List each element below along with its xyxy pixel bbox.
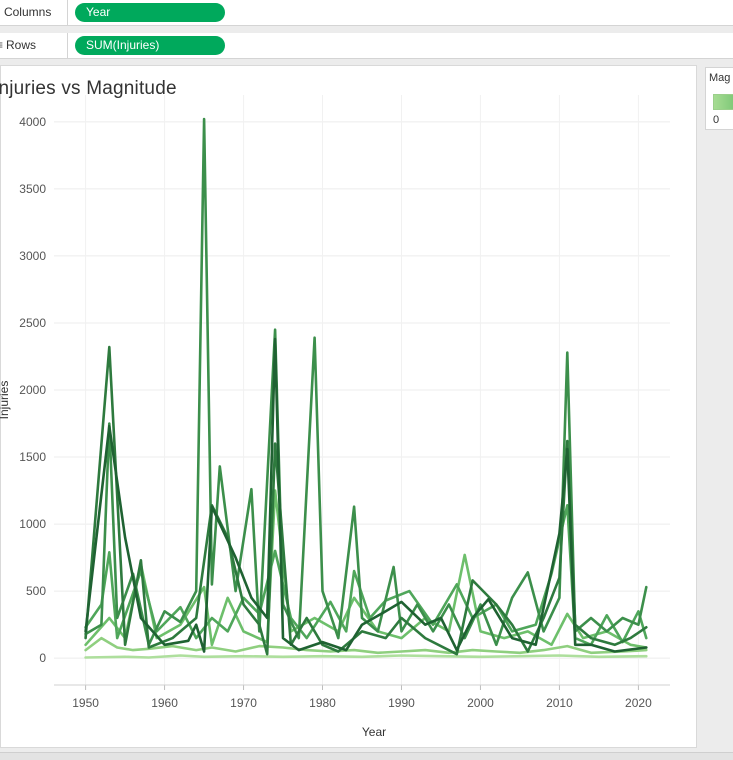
legend-color-ramp	[713, 94, 733, 110]
x-tick-label: 1970	[230, 696, 257, 710]
columns-pill-year[interactable]: Year	[75, 3, 225, 22]
x-tick-label: 1960	[151, 696, 178, 710]
x-tick-label: 2020	[625, 696, 652, 710]
chart-title: Injuries vs Magnitude	[0, 78, 177, 99]
line-chart: 0 500 1000 1500 2000 2500 3000 3500 4000 1950 196…	[0, 95, 670, 739]
x-tick-label: 1990	[388, 696, 415, 710]
series-line-1[interactable]	[84, 654, 648, 659]
rows-shelf-label: ≡Rows	[0, 33, 68, 58]
x-tick-label: 1950	[72, 696, 99, 710]
series-line-2[interactable]	[84, 636, 648, 655]
y-axis-ticks: 0 500 1000 1500 2000 2500 3000 3500 4000	[19, 115, 46, 665]
y-tick-label: 3000	[19, 249, 46, 263]
series-line-5[interactable]	[84, 117, 648, 647]
y-tick-label: 2000	[19, 383, 46, 397]
series-lines	[84, 117, 648, 659]
y-tick-label: 2500	[19, 316, 46, 330]
x-axis-label: Year	[362, 725, 386, 739]
columns-icon: ‖	[0, 0, 1, 25]
columns-shelf: ‖Columns Year	[0, 0, 733, 26]
rows-shelf: ≡Rows SUM(Injuries)	[0, 33, 733, 59]
legend-card[interactable]: Mag 0	[705, 67, 733, 130]
y-tick-label: 1000	[19, 517, 46, 531]
x-tick-label: 2000	[467, 696, 494, 710]
columns-shelf-label: ‖Columns	[0, 0, 68, 25]
x-tick-label: 2010	[546, 696, 573, 710]
y-tick-label: 1500	[19, 450, 46, 464]
y-axis-label: Injuries	[0, 381, 11, 420]
x-axis-ticks: 1950 1960 1970 1980 1990 2000 2010 2020	[54, 684, 670, 710]
sheet-tab-bar	[0, 752, 733, 760]
series-line-3[interactable]	[84, 489, 648, 649]
y-tick-label: 500	[26, 584, 46, 598]
legend-min-label: 0	[713, 114, 720, 126]
y-tick-label: 3500	[19, 182, 46, 196]
series-line-7[interactable]	[84, 337, 648, 653]
rows-pill-sum-injuries[interactable]: SUM(Injuries)	[75, 36, 225, 55]
rows-icon: ≡	[0, 33, 3, 58]
y-tick-label: 0	[39, 651, 46, 665]
legend-title: Mag	[709, 72, 731, 84]
x-tick-label: 1980	[309, 696, 336, 710]
y-tick-label: 4000	[19, 115, 46, 129]
